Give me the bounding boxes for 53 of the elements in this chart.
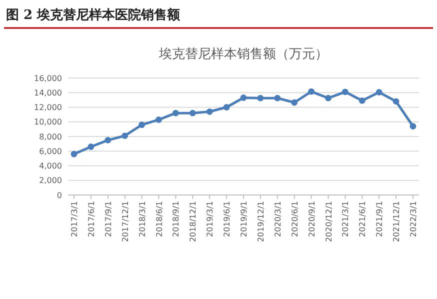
- point: [257, 94, 264, 102]
- x-tick-label: 2018/9/1: [172, 201, 181, 237]
- point: [88, 144, 94, 150]
- x-tick-label: 2017/3/1: [70, 201, 79, 237]
- y-tick-label: 8,000: [39, 132, 62, 142]
- x-tick-label: 2020/9/1: [307, 201, 316, 237]
- point: [358, 97, 366, 104]
- x-tick-label: 2020/3/1: [273, 201, 282, 237]
- x-tick-label: 2017/12/1: [120, 201, 130, 242]
- y-tick-label: 16,000: [34, 74, 62, 83]
- point: [206, 108, 213, 115]
- x-tick-label: 2017/6/1: [86, 201, 96, 237]
- x-tick-label: 2021/9/1: [375, 201, 384, 237]
- chart-subtitle: 图 2 埃克替尼样本医院销售额: [6, 7, 182, 23]
- x-tick-label: 2021/6/1: [358, 201, 368, 237]
- y-tick-label: 6,000: [39, 146, 62, 156]
- x-tick-label: 2020/6/1: [290, 201, 300, 237]
- point: [172, 110, 179, 116]
- point: [104, 136, 112, 144]
- y-tick-label: 4,000: [39, 162, 62, 171]
- point: [189, 110, 196, 116]
- y-tick-label: 2,000: [39, 176, 62, 186]
- point: [291, 99, 298, 106]
- point: [274, 94, 281, 102]
- x-tick-label: 2021/12/1: [392, 201, 402, 242]
- point: [70, 150, 78, 158]
- x-tick-label: 2020/12/1: [324, 201, 334, 242]
- x-tick-label: 2019/6/1: [222, 201, 232, 237]
- y-tick-label: 0: [56, 190, 62, 200]
- y-tick-label: 12,000: [34, 103, 62, 112]
- point: [392, 98, 400, 105]
- x-tick-label: 2019/3/1: [206, 201, 215, 237]
- point: [122, 132, 128, 139]
- x-tick-label: 2018/12/1: [188, 201, 198, 242]
- x-tick-label: 2018/6/1: [154, 201, 164, 237]
- x-tick-label: 2017/9/1: [104, 201, 113, 237]
- point: [308, 88, 314, 95]
- x-tick-label: 2019/9/1: [240, 201, 248, 237]
- point: [410, 123, 416, 130]
- x-tick-label: 2019/12/1: [256, 201, 266, 242]
- point: [325, 94, 332, 102]
- point: [138, 122, 145, 128]
- point: [223, 104, 230, 110]
- chart-title: 埃克替尼样本销售额（万元）: [158, 47, 328, 62]
- y-tick-label: 14,000: [34, 88, 62, 98]
- x-tick-label: 2021/3/1: [341, 201, 350, 237]
- point: [342, 88, 348, 96]
- y-tick-label: 10,000: [34, 118, 62, 127]
- x-tick-label: 2022/3/1: [409, 201, 418, 237]
- point: [156, 116, 162, 123]
- x-tick-label: 2018/3/1: [138, 201, 147, 237]
- point: [240, 94, 247, 101]
- point: [376, 89, 382, 96]
